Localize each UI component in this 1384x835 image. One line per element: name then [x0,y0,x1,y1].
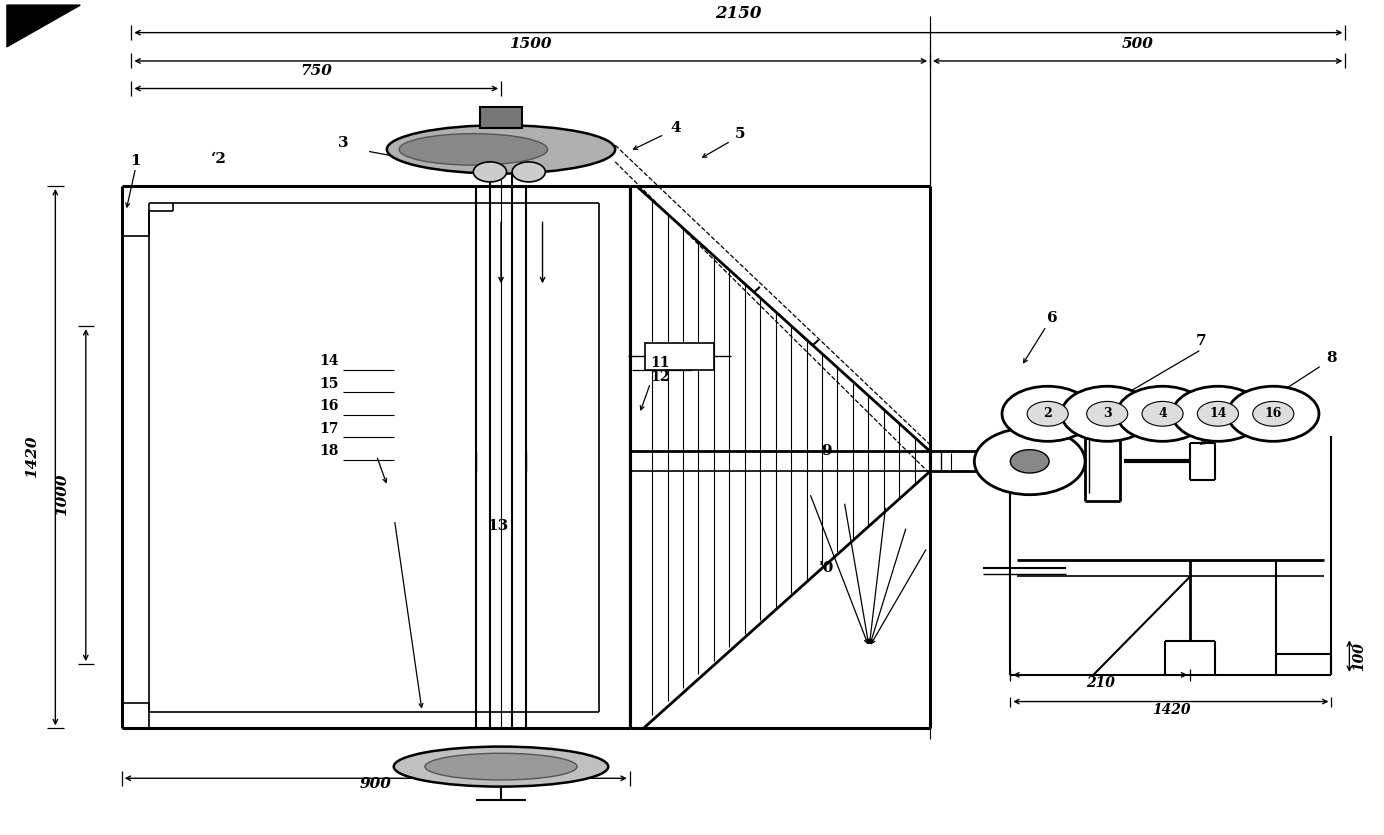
Text: 750: 750 [300,64,332,78]
Ellipse shape [425,753,577,780]
Text: 15: 15 [320,377,339,391]
Text: ‘2: ‘2 [210,153,227,166]
Text: 2150: 2150 [716,5,761,22]
Text: '0: '0 [818,561,835,575]
Ellipse shape [399,134,548,165]
Text: 500: 500 [1121,37,1154,51]
Text: 2: 2 [1044,407,1052,420]
Text: 14: 14 [1210,407,1226,420]
Text: 6: 6 [1046,311,1057,325]
Circle shape [1002,387,1093,442]
Text: 1420: 1420 [1151,702,1190,716]
Text: 100: 100 [1352,641,1366,671]
Polygon shape [7,5,80,47]
Text: 16: 16 [1265,407,1282,420]
Text: 4: 4 [670,121,681,134]
Circle shape [473,162,507,182]
Circle shape [1253,402,1294,426]
Text: 1000: 1000 [55,474,69,516]
Text: 18: 18 [320,444,339,458]
Text: 3: 3 [1103,407,1111,420]
Text: 8: 8 [1326,351,1337,365]
Text: 1500: 1500 [509,37,552,51]
Text: 11: 11 [650,356,670,370]
Text: 5: 5 [735,128,746,141]
Circle shape [1117,387,1208,442]
Text: 1420: 1420 [25,436,39,478]
Text: 12: 12 [650,370,670,384]
FancyBboxPatch shape [480,107,522,128]
Circle shape [974,428,1085,494]
Text: 900: 900 [360,777,392,791]
Circle shape [512,162,545,182]
Text: 210: 210 [1086,676,1114,690]
FancyBboxPatch shape [645,343,714,370]
Text: 4: 4 [1158,407,1167,420]
Ellipse shape [386,125,616,174]
Circle shape [1062,387,1153,442]
Circle shape [1228,387,1319,442]
Text: 7: 7 [1196,334,1207,348]
Circle shape [1027,402,1068,426]
Text: 14: 14 [320,354,339,368]
Text: 17: 17 [320,422,339,436]
Text: 16: 16 [320,399,339,413]
Circle shape [1086,402,1128,426]
Circle shape [1197,402,1239,426]
Ellipse shape [393,746,609,787]
Text: 1: 1 [130,154,141,168]
Circle shape [1010,450,1049,473]
Text: 3: 3 [338,136,349,149]
Text: 9: 9 [821,444,832,458]
Circle shape [1142,402,1183,426]
Circle shape [1172,387,1264,442]
Text: 13: 13 [487,519,509,534]
